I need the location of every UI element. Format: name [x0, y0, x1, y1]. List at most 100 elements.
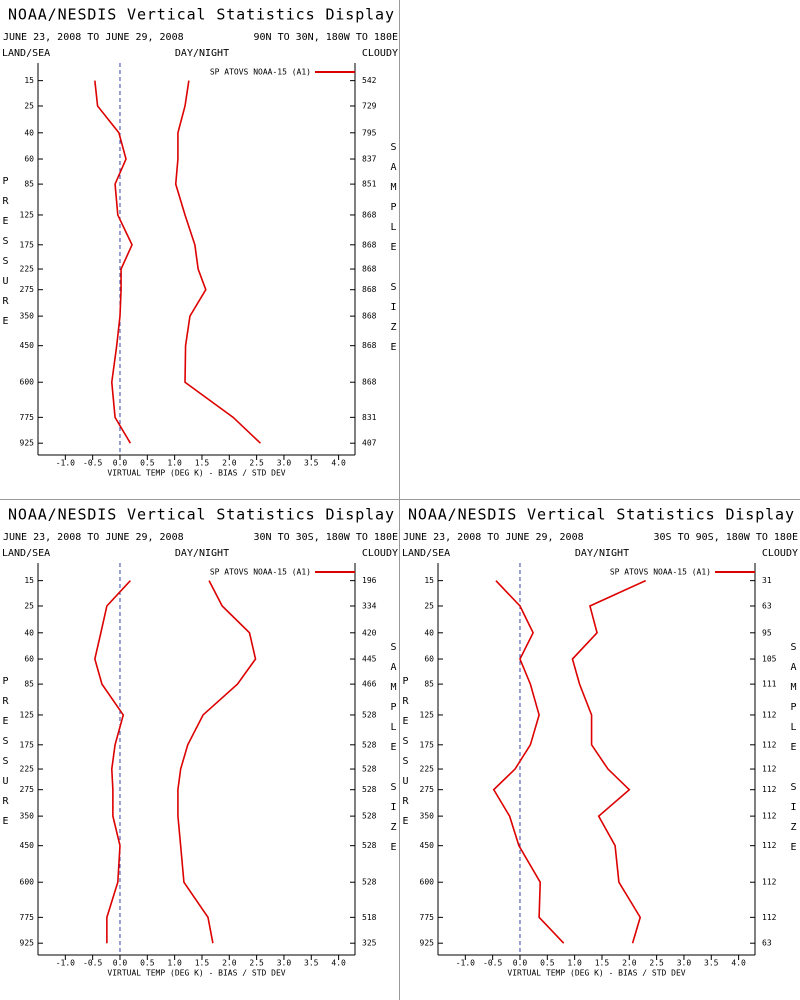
x-tick-label: 3.0: [677, 959, 692, 968]
y-tick-label: 15: [24, 576, 34, 585]
sample-size: 31: [762, 576, 772, 585]
y-tick-label: 85: [24, 680, 34, 689]
y2-axis-label: SAMPLE SIZE: [388, 642, 399, 862]
corner-label: LAND/SEA: [2, 48, 50, 59]
sample-size: 105: [762, 655, 777, 664]
y-tick-label: 600: [20, 878, 35, 887]
legend-label: SP ATOVS NOAA-15 (A1): [210, 568, 311, 577]
y-tick-label: 60: [24, 655, 34, 664]
sample-size: 528: [362, 841, 377, 850]
series-line: [571, 579, 647, 944]
x-tick-label: 3.5: [304, 959, 319, 968]
sample-size: 528: [362, 812, 377, 821]
sample-size: 325: [362, 939, 377, 948]
date-range: JUNE 23, 2008 TO JUNE 29, 2008: [403, 532, 584, 543]
sample-size: 868: [362, 378, 377, 387]
sample-size: 407: [362, 439, 377, 448]
sample-size: 851: [362, 180, 377, 189]
y2-axis-label: SAMPLE SIZE: [788, 642, 799, 862]
corner-label: CLOUDY: [362, 48, 398, 59]
y-tick-label: 175: [420, 740, 435, 749]
y-tick-label: 450: [20, 341, 35, 350]
corner-label: CLOUDY: [762, 548, 798, 559]
sample-size: 112: [762, 841, 777, 850]
x-tick-label: 4.0: [331, 959, 346, 968]
region: 30N TO 30S, 180W TO 180E: [254, 532, 399, 543]
y-tick-label: 775: [420, 913, 435, 922]
x-tick-label: 4.0: [731, 959, 746, 968]
y-tick-label: 125: [20, 710, 35, 719]
y-tick-label: 125: [20, 210, 35, 219]
chart-title: NOAA/NESDIS Vertical Statistics Display: [8, 6, 394, 24]
x-tick-label: 0.0: [113, 459, 128, 468]
corner-label: LAND/SEA: [402, 548, 450, 559]
y-tick-label: 25: [24, 601, 34, 610]
series-line: [492, 580, 565, 944]
sample-size: 95: [762, 628, 772, 637]
sample-size: 112: [762, 765, 777, 774]
y-tick-label: 925: [420, 939, 435, 948]
sample-size: 112: [762, 878, 777, 887]
sample-size: 729: [362, 101, 377, 110]
y-tick-label: 40: [24, 128, 34, 137]
sample-size: 63: [762, 601, 772, 610]
x-axis-label: VIRTUAL TEMP (DEG K) - BIAS / STD DEV: [107, 469, 285, 478]
y-tick-label: 175: [20, 740, 35, 749]
series-line: [177, 580, 257, 944]
y-tick-label: 925: [20, 439, 35, 448]
y-tick-label: 275: [20, 785, 35, 794]
y2-axis-label: SAMPLE SIZE: [388, 142, 399, 362]
sample-size: 420: [362, 628, 377, 637]
y-tick-label: 175: [20, 240, 35, 249]
x-tick-label: -0.5: [83, 459, 102, 468]
sample-size: 111: [762, 680, 777, 689]
y-tick-label: 350: [20, 812, 35, 821]
region: 90N TO 30N, 180W TO 180E: [254, 32, 399, 43]
corner-label: DAY/NIGHT: [575, 548, 629, 559]
x-tick-label: 1.0: [167, 459, 182, 468]
y-tick-label: 450: [420, 841, 435, 850]
series-line: [174, 80, 261, 444]
x-tick-label: -0.5: [83, 959, 102, 968]
x-tick-label: 1.5: [195, 959, 210, 968]
sample-size: 528: [362, 785, 377, 794]
x-tick-label: 0.5: [140, 459, 155, 468]
x-axis-label: VIRTUAL TEMP (DEG K) - BIAS / STD DEV: [107, 969, 285, 978]
x-tick-label: -0.5: [483, 959, 502, 968]
x-tick-label: -1.0: [456, 959, 475, 968]
date-range: JUNE 23, 2008 TO JUNE 29, 2008: [3, 32, 184, 43]
legend-label: SP ATOVS NOAA-15 (A1): [610, 568, 711, 577]
y-tick-label: 40: [424, 628, 434, 637]
sample-size: 868: [362, 312, 377, 321]
x-tick-label: 1.5: [195, 459, 210, 468]
y-tick-label: 225: [20, 765, 35, 774]
corner-label: LAND/SEA: [2, 548, 50, 559]
x-tick-label: 2.0: [222, 459, 237, 468]
y-tick-label: 775: [20, 913, 35, 922]
sample-size: 528: [362, 740, 377, 749]
corner-label: DAY/NIGHT: [175, 48, 229, 59]
x-tick-label: 2.5: [249, 959, 264, 968]
sample-size: 112: [762, 710, 777, 719]
sample-size: 868: [362, 341, 377, 350]
x-tick-label: 3.5: [304, 459, 319, 468]
y-tick-label: 600: [20, 378, 35, 387]
x-tick-label: 0.0: [513, 959, 528, 968]
y-tick-label: 60: [424, 655, 434, 664]
x-tick-label: 0.5: [540, 959, 555, 968]
sample-size: 112: [762, 785, 777, 794]
x-tick-label: 3.0: [277, 459, 292, 468]
x-tick-label: -1.0: [56, 959, 75, 968]
x-tick-label: 3.5: [704, 959, 719, 968]
y-tick-label: 225: [420, 765, 435, 774]
y-tick-label: 60: [24, 155, 34, 164]
y-tick-label: 125: [420, 710, 435, 719]
sample-size: 112: [762, 812, 777, 821]
y-axis-label: PRESSURE: [400, 676, 411, 836]
sample-size: 445: [362, 655, 377, 664]
chart-title: NOAA/NESDIS Vertical Statistics Display: [408, 506, 794, 524]
y-tick-label: 350: [420, 812, 435, 821]
x-tick-label: 1.0: [567, 959, 582, 968]
sample-size: 528: [362, 765, 377, 774]
